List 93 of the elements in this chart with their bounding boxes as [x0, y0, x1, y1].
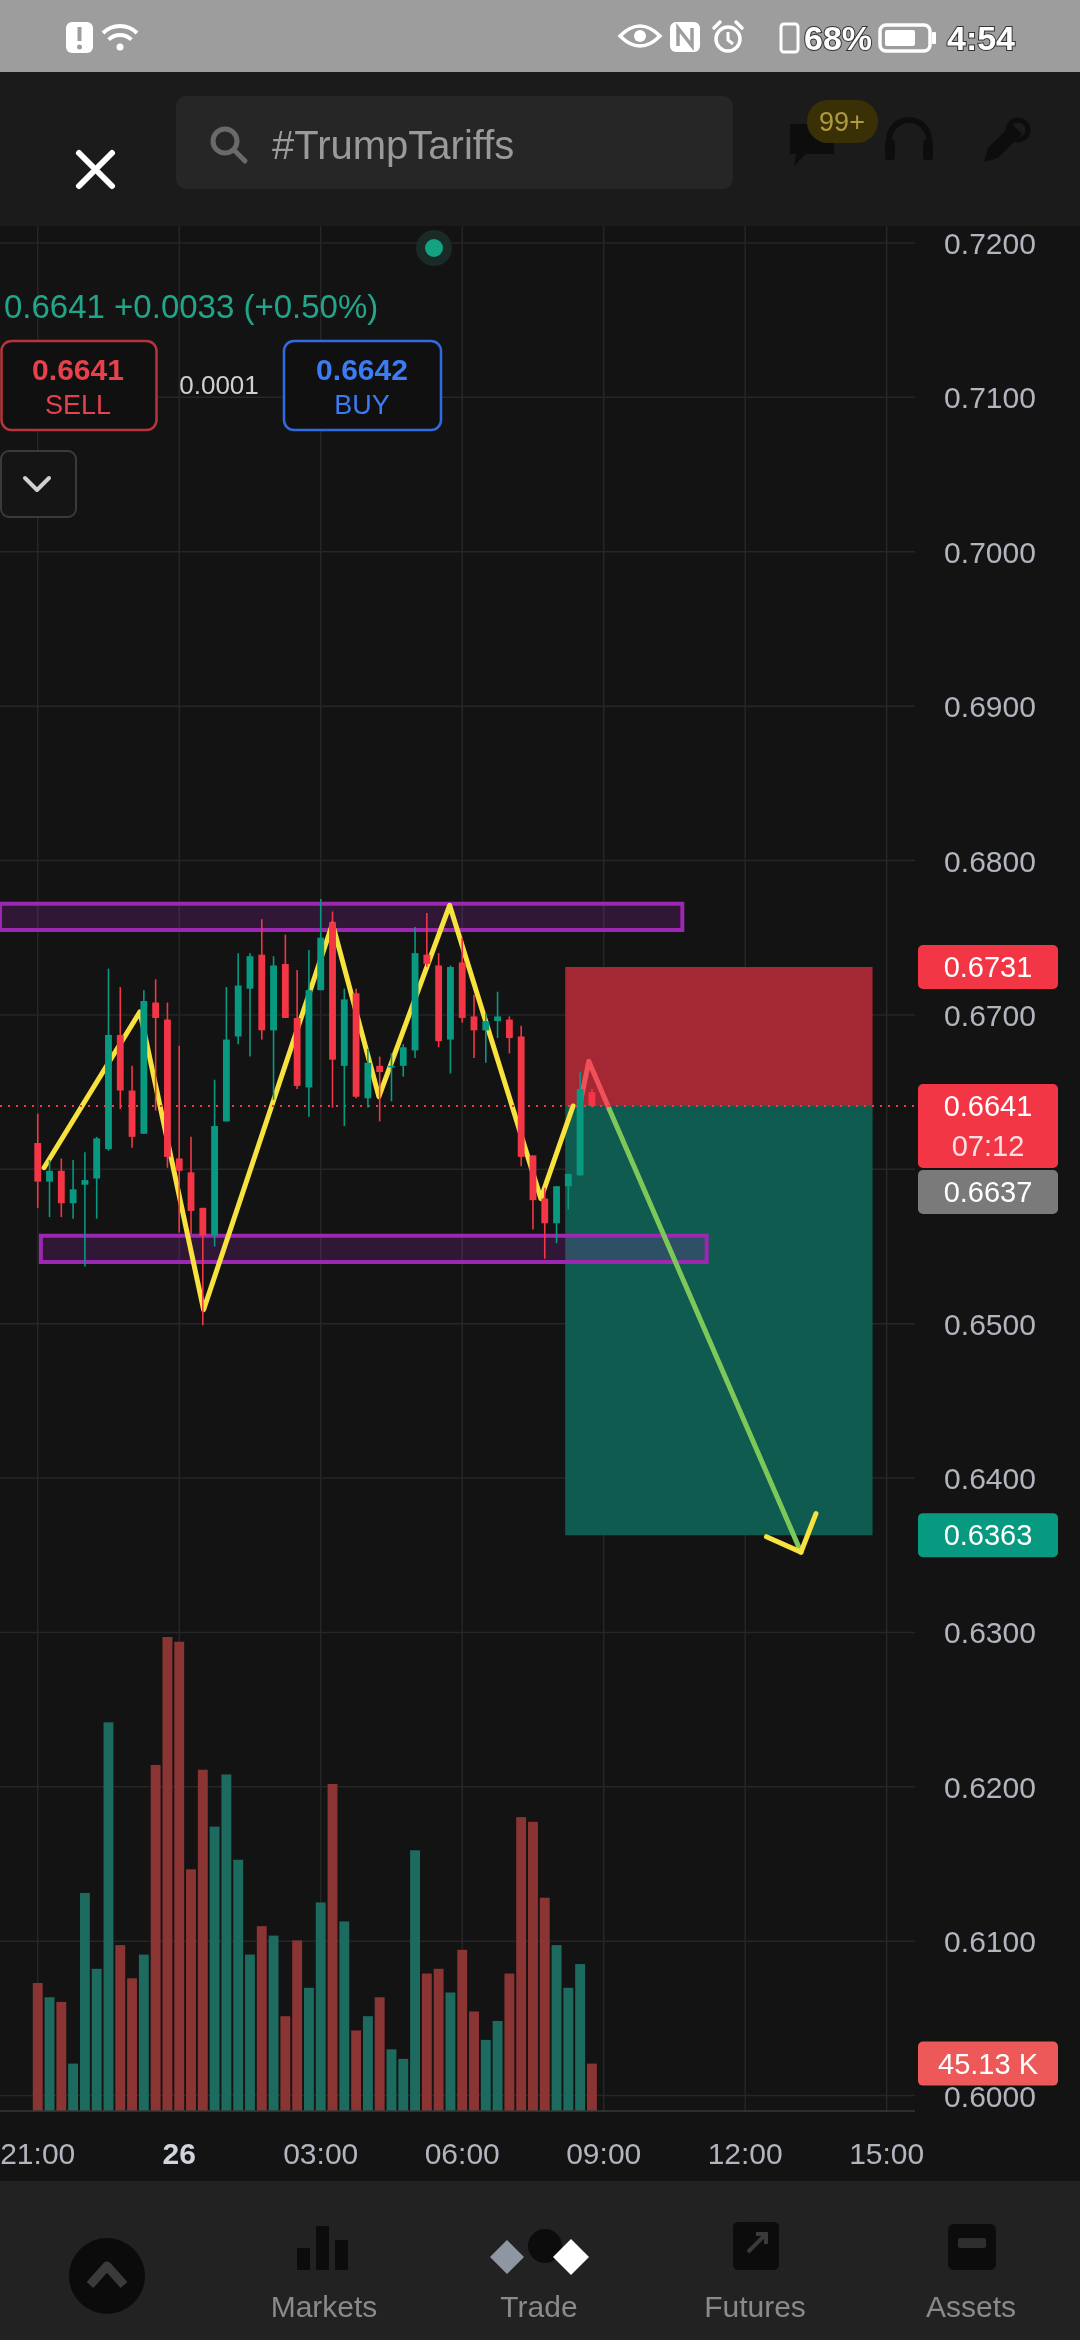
bar	[528, 1821, 538, 2111]
y-tick-label: 0.6200	[944, 1770, 1036, 1804]
x-tick-label: 09:00	[566, 2136, 642, 2170]
y-tick-label: 0.6800	[944, 844, 1036, 878]
bar	[351, 2030, 362, 2111]
bar	[103, 1722, 114, 2111]
bar	[292, 1940, 303, 2111]
candlestick	[564, 1173, 572, 1211]
bar	[469, 2011, 479, 2111]
bar	[551, 1945, 562, 2111]
bar	[362, 2016, 373, 2111]
y-tick-label: 0.6100	[944, 1924, 1036, 1958]
bar	[421, 1973, 432, 2111]
candlestick	[505, 1015, 513, 1055]
bar	[91, 1968, 102, 2111]
candlestick	[81, 1151, 89, 1268]
candlestick	[494, 990, 502, 1039]
bar	[68, 2063, 79, 2111]
bar	[492, 2020, 503, 2111]
bar	[516, 1817, 527, 2111]
bar	[233, 1859, 244, 2111]
bar	[575, 1964, 586, 2111]
text: Futures	[704, 2289, 806, 2323]
ref-line-label: 0.6641 07:12	[943, 1089, 1033, 1162]
annotation: 0.6642	[316, 352, 408, 386]
bar	[563, 1987, 574, 2111]
bar	[44, 1997, 55, 2111]
bar	[457, 1949, 468, 2111]
candlestick	[423, 912, 431, 968]
bar	[315, 1902, 326, 2111]
bar	[339, 1921, 350, 2111]
y-tick-label: 0.7000	[944, 535, 1036, 569]
y-tick-label: 0.6400	[944, 1461, 1036, 1495]
y-tick-label: 0.6500	[944, 1307, 1036, 1341]
text: Assets	[925, 2289, 1017, 2323]
x-tick-label: 21:00	[0, 2136, 76, 2170]
x-tick-label: 15:00	[849, 2136, 925, 2170]
bar	[410, 1850, 420, 2111]
text: Markets	[270, 2289, 378, 2323]
bar	[256, 1926, 267, 2111]
y-tick-label: 0.6000	[944, 2079, 1036, 2113]
sell-button: 0.6641 SELL	[0, 339, 158, 432]
x-tick-label: 03:00	[283, 2136, 359, 2170]
bar	[303, 1987, 314, 2111]
bar	[445, 1992, 456, 2111]
bar	[138, 1954, 149, 2111]
annotation: 0.0001	[179, 370, 259, 400]
bar	[398, 2058, 409, 2111]
text: 0.6637	[943, 1175, 1033, 1208]
bar	[268, 1935, 279, 2111]
bar	[174, 1641, 185, 2111]
text: #TrumpTariffs	[272, 123, 515, 167]
candlestick	[482, 1012, 490, 1064]
y-tick-label: 0.7200	[944, 226, 1036, 260]
bar	[245, 1954, 255, 2111]
y-tick-label: 0.6900	[944, 689, 1036, 723]
bar	[433, 1968, 444, 2111]
buy-button: 0.6642 BUY	[282, 339, 443, 432]
annotation: 0.6641	[32, 352, 124, 386]
bar	[374, 1997, 385, 2111]
bar	[127, 1978, 138, 2111]
candlestick	[399, 1043, 407, 1078]
bar	[79, 1892, 90, 2111]
x-tick-label: 12:00	[707, 2136, 783, 2170]
bar	[197, 1769, 208, 2111]
bar	[539, 1897, 550, 2111]
text: 0.6363	[943, 1519, 1033, 1552]
text: 0.6731	[943, 951, 1033, 984]
annotation: SELL	[44, 390, 112, 420]
y-tick-label: 0.6700	[944, 998, 1036, 1032]
candlestick	[46, 1159, 53, 1218]
text: 4:54	[946, 19, 1016, 57]
bar	[56, 2001, 67, 2111]
x-tick-label: 26	[162, 2136, 196, 2170]
bar	[280, 2016, 291, 2111]
text: 0.6641 +0.0033 (+0.50%)	[4, 287, 379, 325]
bar	[586, 2063, 597, 2111]
bar	[32, 1983, 43, 2111]
bar	[327, 1783, 338, 2111]
candlestick	[69, 1159, 77, 1220]
y-tick-label: 0.7100	[944, 380, 1036, 414]
bar	[115, 1945, 126, 2111]
text: 45.13 K	[938, 2047, 1039, 2080]
annotation: BUY	[334, 390, 390, 420]
text: 99+	[819, 107, 865, 137]
bar	[186, 1869, 196, 2111]
y-tick-label: 0.6300	[944, 1615, 1036, 1649]
bar	[386, 2049, 397, 2111]
bar	[480, 2039, 491, 2111]
text: Trade	[500, 2289, 578, 2323]
text: 68%	[803, 19, 873, 57]
x-tick-label: 06:00	[424, 2136, 500, 2170]
bar	[504, 1973, 515, 2111]
